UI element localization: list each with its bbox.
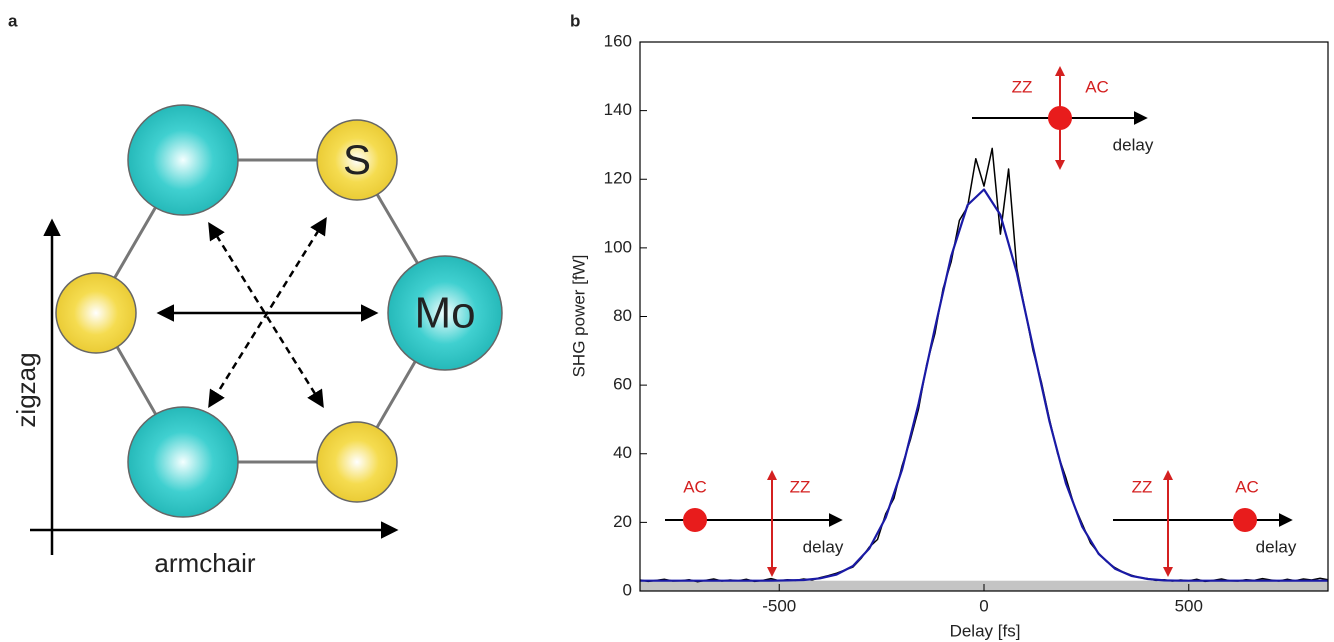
y-axis-label: SHG power [fW] — [569, 255, 588, 378]
y-tick-label: 160 — [604, 31, 632, 50]
plot-frame — [640, 42, 1328, 591]
inset-label: AC — [1235, 477, 1259, 496]
axis-label: zigzag — [11, 352, 41, 427]
panel-label: b — [570, 11, 580, 30]
y-tick-label: 80 — [613, 306, 632, 325]
panel-label: a — [8, 11, 18, 30]
inset-label: ZZ — [1132, 477, 1153, 496]
page: a S Mo zigzag armchair b Delay [fs] SHG … — [0, 0, 1334, 642]
y-tick-label: 140 — [604, 100, 632, 119]
y-tick-label: 0 — [623, 580, 632, 599]
x-tick-label: -500 — [762, 596, 796, 615]
x-tick-label: 500 — [1175, 596, 1203, 615]
y-tick-label: 60 — [613, 375, 632, 394]
y-tick-label: 100 — [604, 237, 632, 256]
atom-label: Mo — [414, 289, 475, 338]
inset-label: ZZ — [1012, 77, 1033, 96]
pulse-dot — [1048, 106, 1072, 130]
insets: AC ZZ delay ZZ AC delay ZZ AC delay — [665, 68, 1297, 575]
inset-label: AC — [683, 477, 707, 496]
data-line — [640, 148, 1328, 581]
pulse-dot — [683, 508, 707, 532]
plot-area: 0 20 40 60 80 100 120 140 160 -500 0 500 — [604, 31, 1328, 615]
inset-label: delay — [1256, 537, 1297, 556]
inset-label: AC — [1085, 77, 1109, 96]
y-tick-label: 40 — [613, 443, 632, 462]
axis-label: armchair — [154, 548, 255, 578]
pulse-dot — [1233, 508, 1257, 532]
x-axis-label: Delay [fs] — [950, 621, 1021, 640]
y-tick-label: 20 — [613, 512, 632, 531]
polarization-arrows — [160, 220, 375, 405]
figure: a S Mo zigzag armchair b Delay [fs] SHG … — [0, 0, 1334, 642]
atom-label: S — [343, 136, 371, 183]
data-line — [640, 190, 1328, 581]
inset-label: delay — [1113, 135, 1154, 154]
y-tick-label: 120 — [604, 169, 632, 188]
x-tick-label: 0 — [979, 596, 988, 615]
inset-label: delay — [803, 537, 844, 556]
inset-label: ZZ — [790, 477, 811, 496]
